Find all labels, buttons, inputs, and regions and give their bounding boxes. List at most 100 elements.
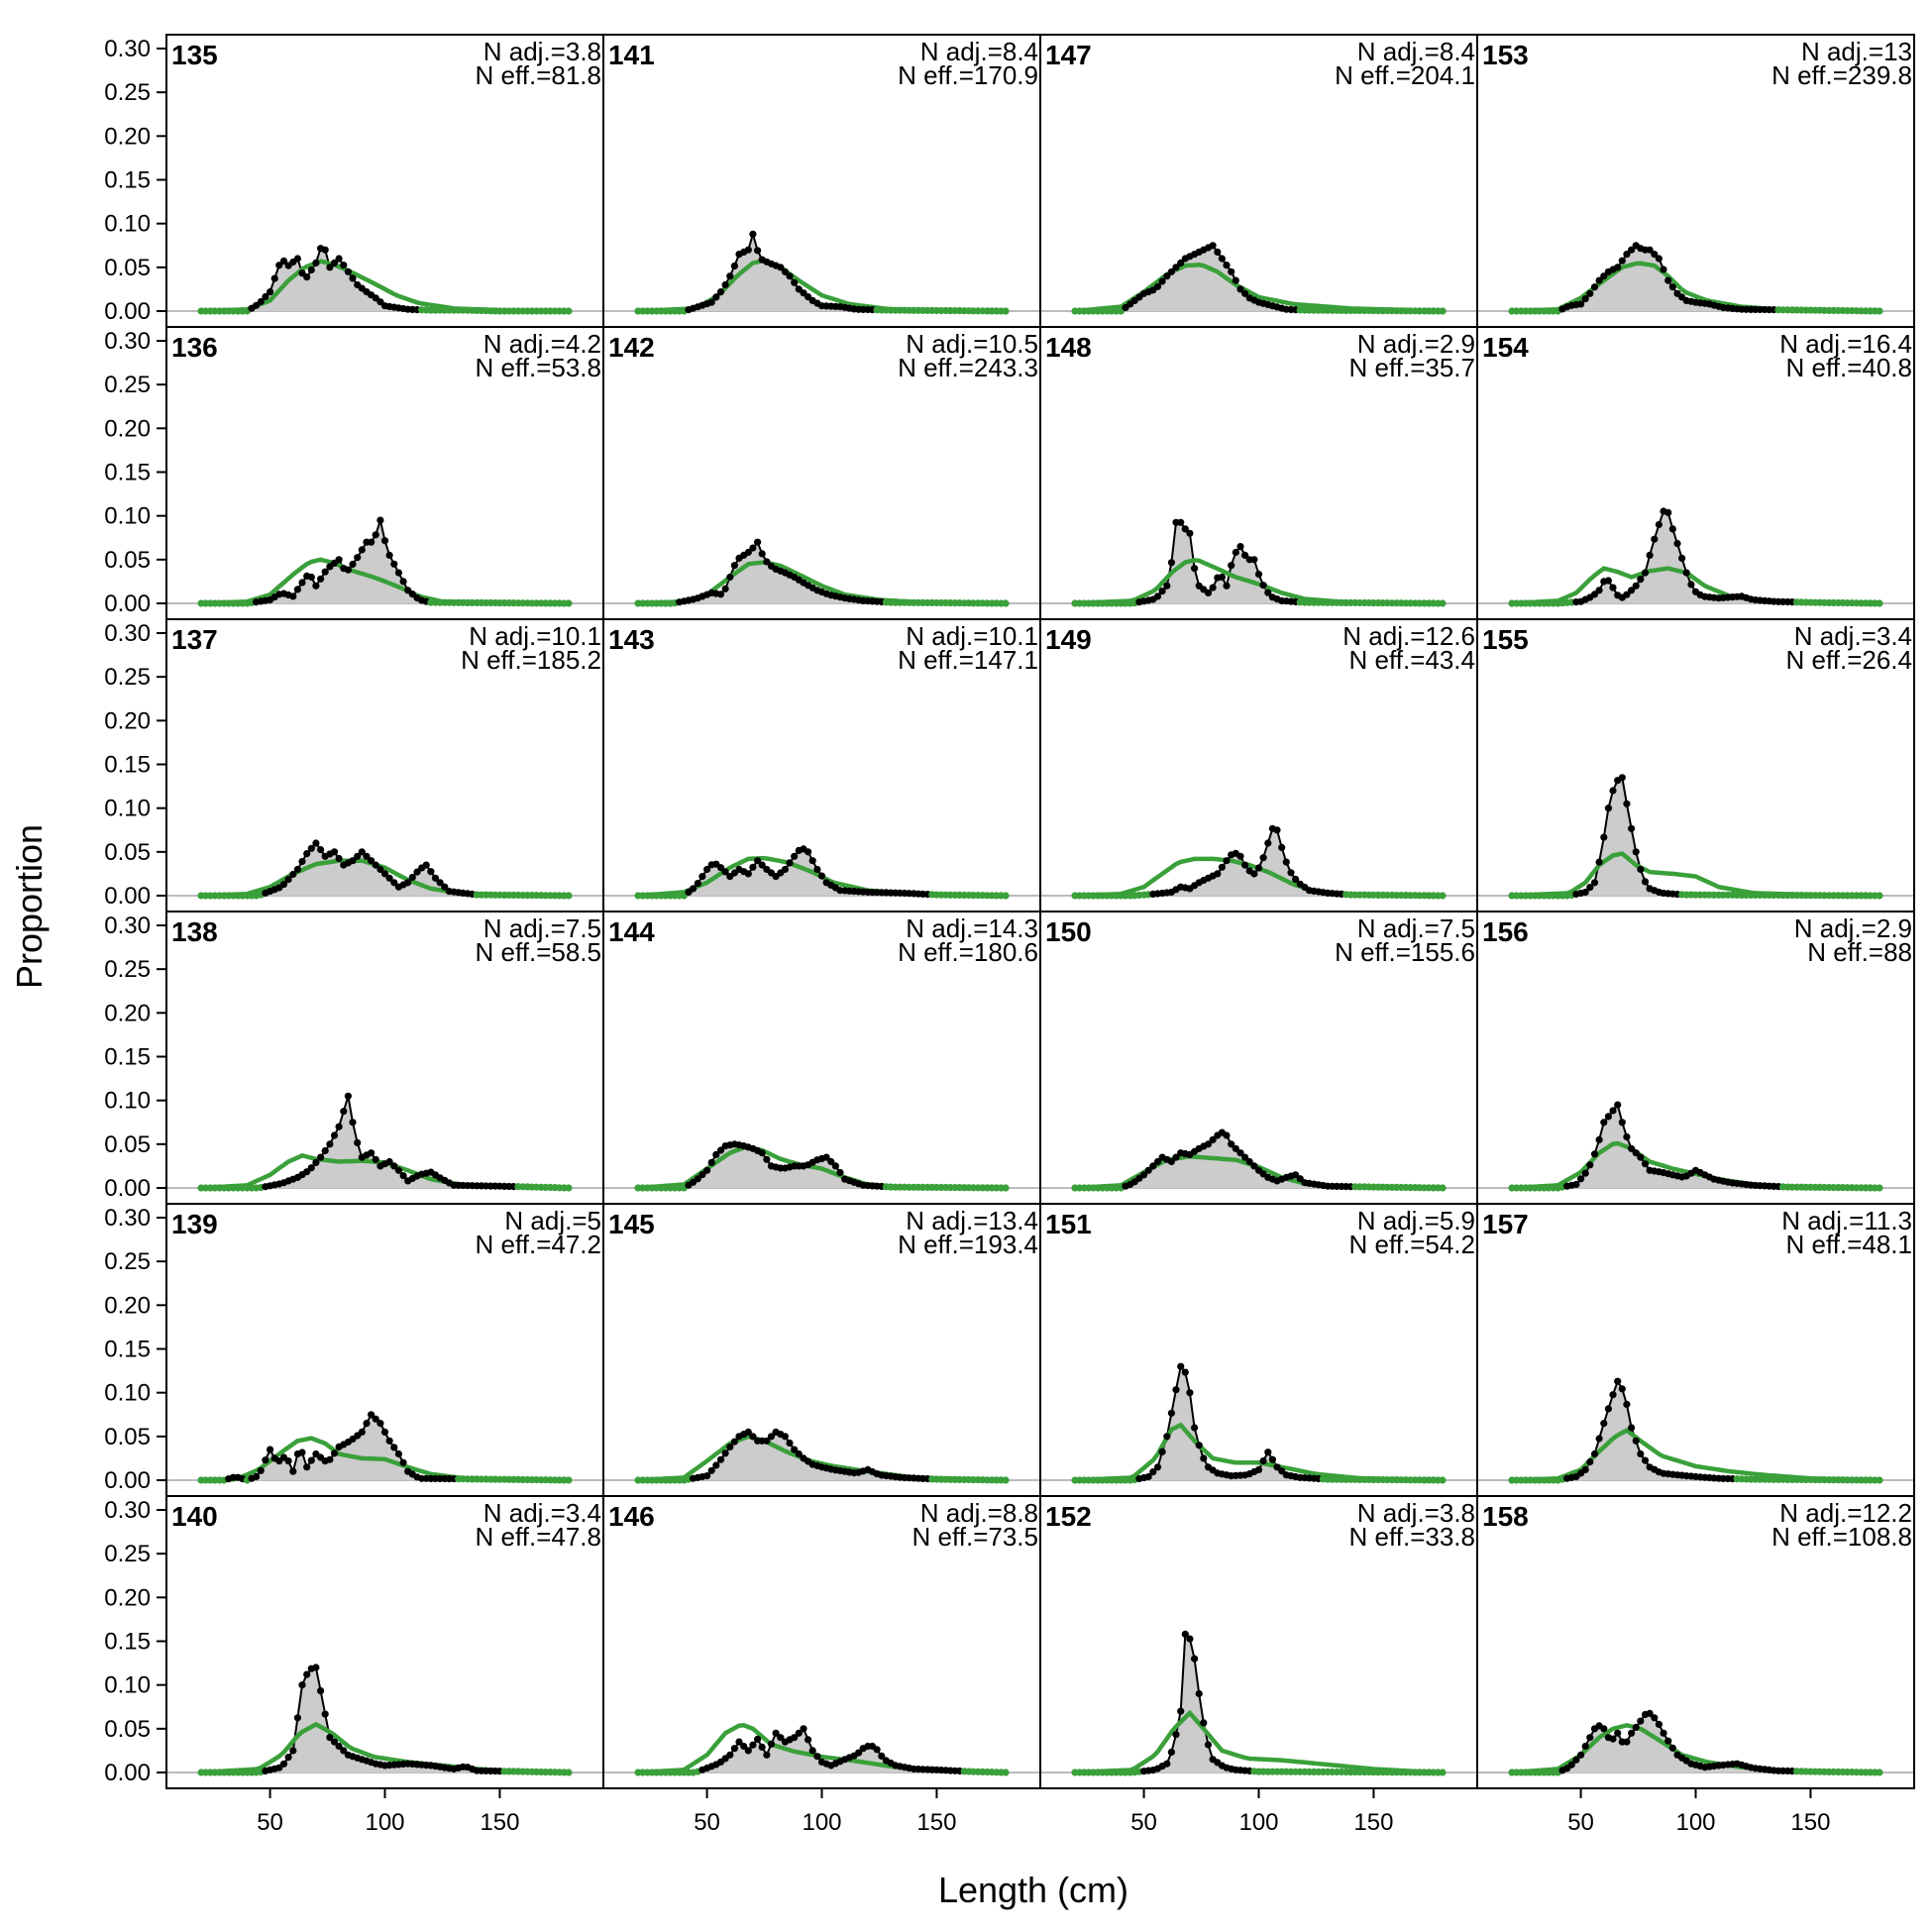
observed-point [1628, 824, 1636, 832]
observed-point [1439, 1476, 1447, 1484]
observed-point [340, 1747, 348, 1755]
observed-point [878, 1752, 886, 1760]
observed-point [817, 872, 826, 880]
observed-point [349, 857, 357, 865]
n-eff-label: N eff.=147.1 [898, 645, 1038, 675]
observed-point [1228, 268, 1235, 275]
n-adj-label: N adj.=3.8 [483, 37, 601, 66]
observed-point [293, 255, 301, 263]
observed-point [1172, 1731, 1180, 1739]
observed-point [394, 1166, 402, 1174]
n-adj-label: N adj.=8.4 [920, 37, 1038, 66]
observed-point [344, 268, 352, 275]
n-adj-label: N adj.=3.4 [483, 1498, 601, 1528]
observed-point [335, 854, 343, 863]
observed-area [1075, 1132, 1443, 1188]
panel-label: 149 [1045, 624, 1092, 655]
observed-point [1641, 1456, 1650, 1464]
observed-point [735, 1738, 743, 1746]
observed-point [307, 1456, 315, 1464]
observed-area [638, 1432, 1006, 1480]
observed-point [754, 538, 762, 546]
observed-area [201, 520, 569, 603]
observed-point [1586, 1161, 1594, 1169]
observed-point [385, 551, 393, 560]
observed-point [380, 537, 389, 545]
observed-area [201, 843, 569, 896]
observed-point [1232, 276, 1239, 284]
n-adj-label: N adj.=7.5 [483, 913, 601, 943]
y-tick-label: 0.05 [104, 255, 151, 281]
observed-point [786, 859, 794, 867]
observed-point [253, 1472, 261, 1481]
observed-area [638, 234, 1006, 311]
panel-label: 154 [1482, 332, 1529, 363]
observed-point [1595, 1135, 1603, 1143]
observed-point [1177, 1707, 1185, 1715]
observed-point [431, 874, 440, 882]
observed-point [707, 1466, 715, 1474]
observed-point [1264, 1449, 1272, 1456]
observed-point [317, 1153, 325, 1161]
observed-point [1223, 857, 1231, 865]
observed-point [1232, 548, 1239, 557]
observed-point [1158, 277, 1166, 285]
observed-point [873, 1746, 881, 1754]
observed-point [744, 870, 752, 878]
observed-point [1250, 870, 1258, 878]
observed-point [1590, 283, 1599, 291]
observed-point [1236, 543, 1244, 551]
observed-point [1609, 584, 1617, 591]
observed-area [1075, 1366, 1443, 1480]
observed-point [1600, 833, 1608, 841]
y-tick-label: 0.30 [104, 36, 151, 62]
observed-point [800, 1725, 807, 1733]
x-tick-label: 50 [694, 1809, 720, 1836]
observed-point [791, 1734, 799, 1742]
n-eff-label: N eff.=48.1 [1786, 1230, 1912, 1259]
expected-line [1074, 1709, 1444, 1775]
observed-point [385, 1437, 393, 1445]
panel-label: 147 [1045, 40, 1092, 70]
observed-point [1595, 858, 1603, 866]
n-eff-label: N eff.=47.8 [476, 1522, 601, 1552]
panel-148: 148 N adj.=2.9N eff.=35.7 [1039, 326, 1478, 620]
y-tick-label: 0.30 [104, 328, 151, 355]
observed-point [326, 264, 334, 271]
observed-point [712, 1150, 720, 1158]
observed-area [1075, 1634, 1443, 1772]
observed-point [394, 569, 402, 577]
observed-area [1075, 522, 1443, 603]
panel-153: 153 N adj.=13N eff.=239.8 [1476, 34, 1915, 328]
observed-point [1002, 1184, 1010, 1192]
n-adj-label: N adj.=10.1 [906, 621, 1038, 651]
observed-point [716, 590, 725, 598]
observed-area [1512, 245, 1879, 311]
observed-point [744, 246, 752, 254]
observed-area [638, 848, 1006, 896]
x-tick-label: 150 [1790, 1809, 1830, 1836]
observed-point [390, 1444, 398, 1451]
observed-point [1181, 1630, 1189, 1638]
observed-point [380, 870, 389, 878]
observed-point [390, 879, 398, 887]
observed-point [795, 1449, 803, 1458]
observed-point [1632, 582, 1640, 590]
observed-point [358, 848, 366, 856]
observed-point [1172, 264, 1180, 271]
observed-point [1439, 1184, 1447, 1192]
observed-point [380, 1428, 389, 1436]
n-adj-label: N adj.=16.4 [1779, 329, 1912, 359]
observed-point [1177, 259, 1185, 267]
observed-point [1664, 1737, 1672, 1745]
observed-point [1167, 559, 1175, 567]
observed-point [298, 1681, 306, 1689]
observed-point [565, 599, 573, 607]
observed-point [767, 1740, 776, 1748]
observed-point [1590, 879, 1599, 887]
observed-point [726, 573, 734, 582]
observed-point [716, 288, 725, 296]
observed-point [813, 865, 821, 874]
y-tick-label: 0.00 [104, 1467, 151, 1494]
observed-point [1282, 858, 1290, 866]
